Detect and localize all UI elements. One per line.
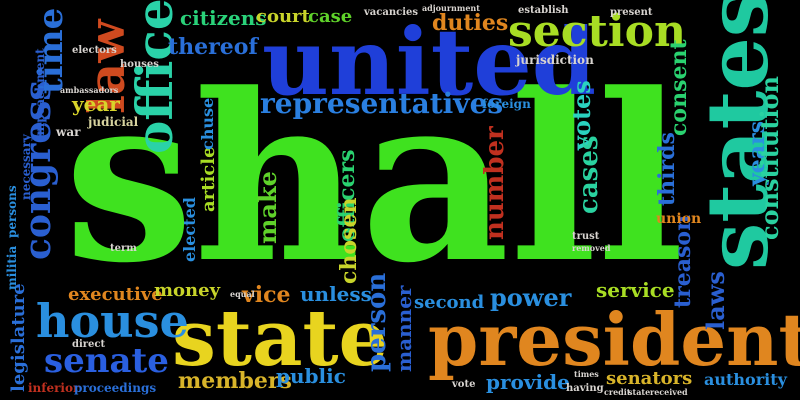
word-second: second xyxy=(414,292,485,313)
word-case: case xyxy=(308,6,353,27)
word-united: united xyxy=(262,8,597,116)
word-elected: elected xyxy=(180,197,199,262)
word-impeachment: impeachment xyxy=(33,48,47,140)
word-laws: laws xyxy=(701,271,730,330)
word-having: having xyxy=(566,383,604,394)
word-number: number xyxy=(480,126,510,240)
word-vote: vote xyxy=(452,379,476,390)
word-article: article xyxy=(198,146,219,212)
word-inferior: inferior xyxy=(28,381,80,395)
word-power: power xyxy=(490,283,572,312)
word-war: war xyxy=(56,125,81,139)
word-money: money xyxy=(154,280,221,301)
word-direct: direct xyxy=(72,339,106,350)
word-thereof: thereof xyxy=(168,34,258,60)
word-equal: equal xyxy=(230,289,255,299)
word-removed: removed xyxy=(572,243,611,253)
word-persons: persons xyxy=(5,185,19,238)
word-judicial: judicial xyxy=(88,115,139,129)
word-year: year xyxy=(72,92,120,116)
word-received: received xyxy=(650,387,688,397)
word-term: term xyxy=(110,243,137,254)
word-public: public xyxy=(276,364,346,388)
word-section: section xyxy=(508,6,686,57)
word-duties: duties xyxy=(432,10,509,36)
word-adjournment: adjournment xyxy=(422,3,480,13)
word-senate: senate xyxy=(44,341,169,381)
word-treason: treason xyxy=(670,214,696,308)
word-president: president xyxy=(428,297,800,382)
word-person: person xyxy=(362,272,392,372)
word-thirds: thirds xyxy=(654,132,680,206)
word-ambassadors: ambassadors xyxy=(60,85,119,95)
word-unless: unless xyxy=(300,282,372,306)
word-citizens: citizens xyxy=(180,6,267,30)
word-vice: vice xyxy=(242,282,291,308)
word-jurisdiction: jurisdiction xyxy=(516,53,594,67)
word-court: court xyxy=(256,6,310,27)
word-proceedings: proceedings xyxy=(74,381,157,395)
word-house: house xyxy=(36,294,189,348)
word-electors: electors xyxy=(72,45,117,56)
word-state-small: state xyxy=(628,387,651,397)
word-senators: senators xyxy=(606,368,693,389)
word-vacancies: vacancies xyxy=(364,7,419,18)
word-militia: militia xyxy=(5,245,19,290)
word-necessary: necessary xyxy=(19,134,33,200)
word-state: state xyxy=(172,293,389,384)
word-establish: establish xyxy=(518,5,569,16)
word-foreign: foreign xyxy=(482,97,531,111)
word-provide: provide xyxy=(486,370,570,394)
word-times: times xyxy=(574,369,599,379)
word-members: members xyxy=(178,368,292,394)
word-shall: shall xyxy=(64,44,685,314)
word-make: make xyxy=(253,171,282,244)
word-union: union xyxy=(656,211,702,227)
word-credit: credit xyxy=(604,387,631,397)
word-representatives: representatives xyxy=(260,87,504,120)
word-service: service xyxy=(596,278,675,302)
word-chuse: chuse xyxy=(198,97,217,150)
word-office: office xyxy=(125,0,184,154)
word-manner: manner xyxy=(392,285,416,372)
word-trust: trust xyxy=(572,231,600,242)
word-consent: consent xyxy=(666,39,692,136)
word-houses: houses xyxy=(120,59,159,70)
word-authority: authority xyxy=(704,370,787,389)
word-executive: executive xyxy=(68,284,163,305)
word-legislature: legislature xyxy=(8,283,29,392)
word-present: present xyxy=(610,7,653,18)
word-constitution: constitution xyxy=(755,76,784,240)
word-chosen: chosen xyxy=(336,197,362,284)
word-cases: cases xyxy=(574,135,604,215)
